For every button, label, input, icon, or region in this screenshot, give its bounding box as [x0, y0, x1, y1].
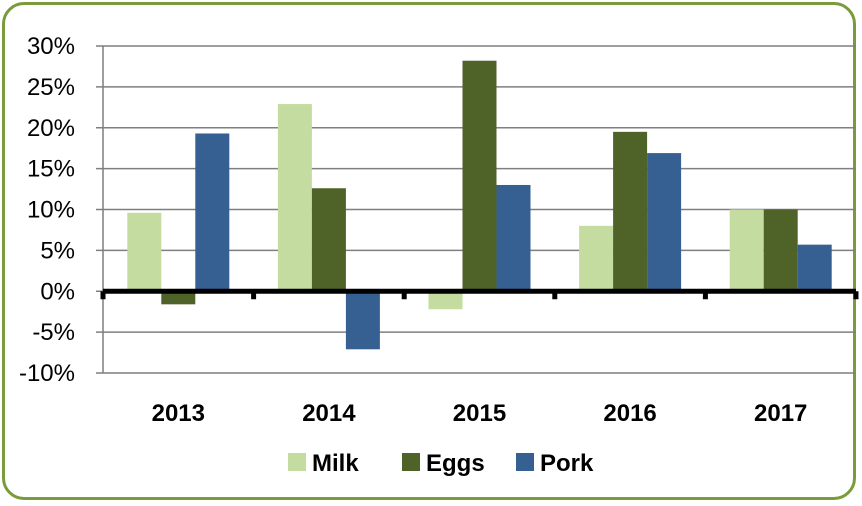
bar-pork-2013 [195, 133, 230, 292]
bar-milk-2015 [428, 291, 463, 310]
legend-label-pork: Pork [540, 450, 594, 477]
legend: Milk Eggs Pork [288, 450, 594, 477]
bar-eggs-2016 [613, 131, 648, 292]
legend-swatch-pork [516, 453, 534, 471]
bar-pork-2017 [797, 244, 832, 292]
y-tick-label: 5% [40, 237, 75, 264]
y-tick-label: 30% [27, 33, 75, 60]
legend-label-milk: Milk [312, 450, 359, 477]
legend-label-eggs: Eggs [426, 450, 485, 477]
y-tick-label: -5% [32, 319, 75, 346]
x-tick-label: 2013 [152, 400, 205, 427]
y-tick-label: 20% [27, 115, 75, 142]
y-axis-ticks: 30% 25% 20% 15% 10% 5% 0% -5% -10% [19, 33, 103, 387]
legend-swatch-milk [288, 453, 306, 471]
bar-pork-2015 [496, 184, 531, 292]
x-tick-label: 2017 [754, 400, 807, 427]
bar-eggs-2017 [763, 209, 798, 292]
bar-milk-2013 [127, 212, 162, 292]
axes [100, 46, 859, 373]
bar-eggs-2013 [161, 291, 196, 305]
bar-milk-2016 [579, 225, 614, 292]
x-tick-label: 2016 [603, 400, 656, 427]
bars [127, 60, 832, 350]
bar-eggs-2015 [462, 60, 497, 292]
bar-eggs-2014 [311, 188, 346, 292]
y-tick-label: 10% [27, 197, 75, 224]
y-tick-label: 25% [27, 74, 75, 101]
y-tick-label: -10% [19, 360, 75, 387]
y-tick-label: 0% [40, 278, 75, 305]
bar-milk-2014 [277, 104, 312, 292]
x-tick-label: 2014 [302, 400, 356, 427]
bar-pork-2014 [345, 291, 380, 350]
y-tick-label: 15% [27, 156, 75, 183]
legend-swatch-eggs [402, 453, 420, 471]
x-tick-label: 2015 [453, 400, 506, 427]
bar-pork-2016 [647, 153, 682, 292]
bar-milk-2017 [729, 209, 764, 292]
x-axis-ticks: 2013 2014 2015 2016 2017 [152, 400, 808, 427]
